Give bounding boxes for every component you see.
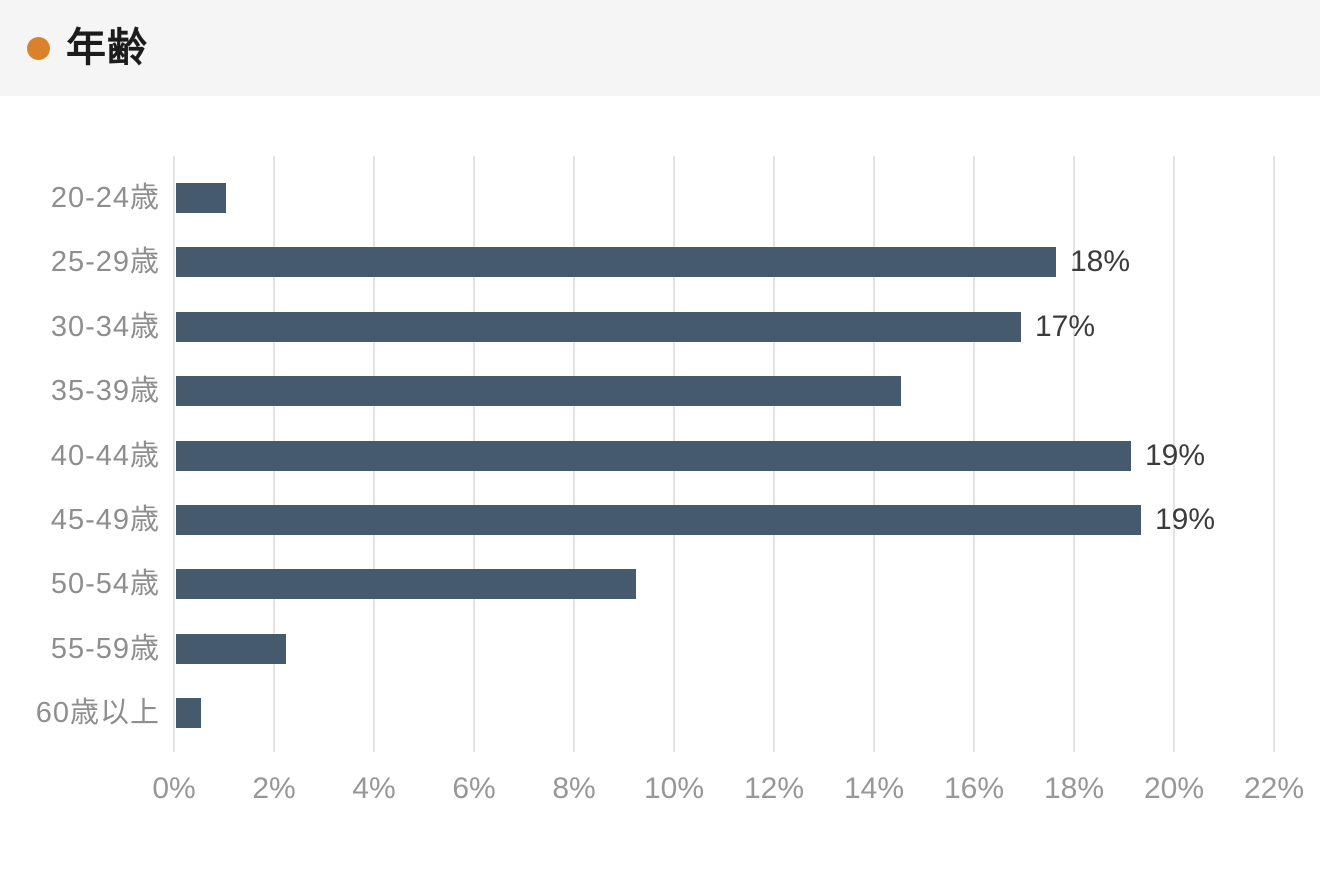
category-label: 25-29歳 <box>50 246 160 279</box>
chart-gridline <box>1273 156 1275 752</box>
bullet-icon <box>27 36 50 60</box>
value-label: 19% <box>1155 503 1216 536</box>
category-label: 40-44歳 <box>50 439 160 472</box>
bar <box>176 569 636 600</box>
category-label: 60歳以上 <box>35 697 160 730</box>
bar <box>176 440 1131 471</box>
category-label: 55-59歳 <box>50 632 160 665</box>
x-axis-tick-label: 18% <box>1043 772 1105 805</box>
chart-gridline <box>173 156 175 752</box>
section-title: 年齢 <box>66 26 148 70</box>
category-label: 35-39歳 <box>50 375 160 408</box>
x-axis-tick-label: 8% <box>552 772 596 805</box>
section-header: 年齢 <box>0 0 1320 96</box>
bar <box>176 698 201 729</box>
x-axis-tick-label: 22% <box>1243 772 1305 805</box>
x-axis-tick-label: 20% <box>1143 772 1205 805</box>
category-label: 50-54歳 <box>50 568 160 601</box>
category-label: 45-49歳 <box>50 504 160 536</box>
x-axis-tick-label: 2% <box>252 772 296 805</box>
value-label: 19% <box>1145 438 1206 472</box>
bar <box>176 247 1056 278</box>
x-axis-tick-label: 14% <box>843 772 905 805</box>
x-axis-tick-label: 6% <box>452 772 496 805</box>
bar <box>176 505 1141 535</box>
bar <box>176 183 226 213</box>
bar <box>176 633 286 664</box>
x-axis-tick-label: 10% <box>643 772 705 805</box>
x-axis-tick-label: 16% <box>943 772 1005 805</box>
value-label: 18% <box>1070 245 1131 279</box>
value-label: 17% <box>1035 309 1096 343</box>
x-axis-tick-label: 4% <box>352 772 396 805</box>
category-label: 20-24歳 <box>50 182 160 214</box>
x-axis-tick-label: 0% <box>152 772 196 805</box>
x-axis-tick-label: 12% <box>743 772 805 805</box>
bar <box>176 311 1021 342</box>
category-label: 30-34歳 <box>50 310 160 343</box>
chart-gridline <box>1173 156 1175 752</box>
bar <box>176 376 901 407</box>
